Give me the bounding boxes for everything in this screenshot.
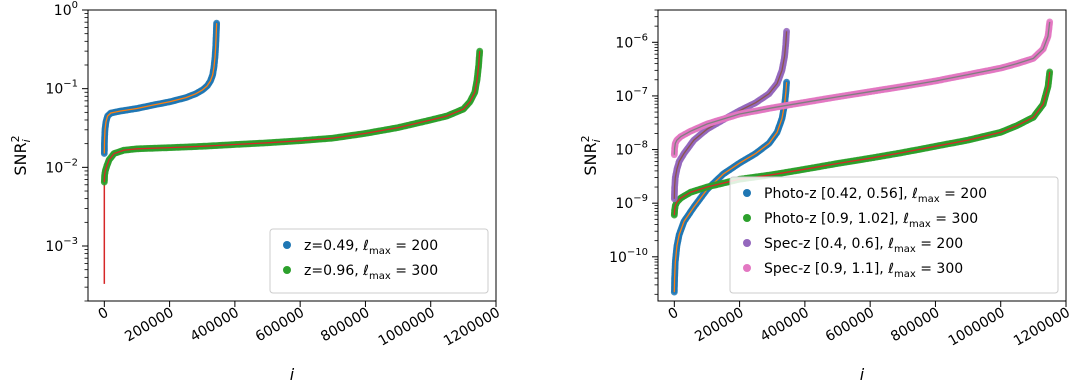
y-tick-label: 10−10	[609, 247, 648, 266]
y-tick-label: 10−2	[45, 157, 78, 176]
x-tick-label: 800000	[888, 305, 942, 346]
y-tick-label: 10−7	[615, 86, 648, 105]
legend-marker	[743, 214, 751, 222]
y-tick-label: 10−6	[615, 32, 648, 51]
x-tick-label: 1000000	[946, 305, 1008, 350]
legend-marker	[283, 266, 291, 274]
x-axis-label: i	[860, 365, 865, 383]
x-tick-label: 800000	[318, 305, 372, 346]
series-fit-line	[103, 23, 218, 154]
legend-entry: z=0.49, ℓmax = 200	[304, 238, 438, 257]
legend: z=0.49, ℓmax = 200 z=0.96, ℓmax = 300	[269, 228, 489, 294]
legend-entry: Spec-z [0.9, 1.1], ℓmax = 300	[764, 261, 963, 280]
series-3	[670, 18, 1054, 159]
legend-marker	[743, 239, 751, 247]
chart-right: 10−10 10−9 10−8 10−7 10−6 0 200000 400000 600000…	[579, 9, 1073, 384]
y-axis-label: SNR2i	[579, 135, 603, 175]
x-tick-label: 0	[666, 305, 682, 323]
x-tick-label: 200000	[692, 305, 746, 346]
plot-frame	[87, 9, 497, 302]
x-tick-label: 1000000	[376, 305, 438, 350]
chart-left: 10−3 10−2 10−1 100 0 200000 400000 600000 800000…	[9, 0, 503, 384]
legend-box	[729, 176, 1059, 294]
y-axis-label: SNR2i	[9, 135, 33, 175]
legend-marker	[743, 264, 751, 272]
x-tick-label: 1200000	[1011, 305, 1073, 350]
y-tick-label: 10−8	[615, 140, 648, 159]
legend-marker	[283, 241, 291, 249]
plot-frame	[657, 9, 1067, 302]
y-tick-label: 10−9	[615, 193, 648, 212]
legend-entry: Photo-z [0.42, 0.56], ℓmax = 200	[764, 186, 987, 205]
series-1	[100, 47, 484, 186]
x-tick-label: 400000	[188, 305, 242, 346]
x-tick-label: 1200000	[441, 305, 503, 350]
x-tick-label: 600000	[823, 305, 877, 346]
legend-entry: Spec-z [0.4, 0.6], ℓmax = 200	[764, 236, 963, 255]
y-tick-label: 100	[54, 0, 78, 19]
series-fit-line	[673, 82, 788, 293]
series-fit-line	[103, 51, 481, 183]
x-axis-label: i	[290, 365, 295, 383]
series-0	[670, 78, 790, 296]
series-fit-line	[673, 71, 1051, 216]
legend-entry: Photo-z [0.9, 1.02], ℓmax = 300	[764, 211, 978, 230]
y-tick-label: 10−3	[45, 236, 78, 255]
x-tick-label: 400000	[758, 305, 812, 346]
x-tick-label: 600000	[253, 305, 307, 346]
y-tick-label: 10−1	[45, 79, 78, 98]
series-0	[100, 19, 221, 157]
series-fit-line	[673, 21, 1051, 155]
legend: Photo-z [0.42, 0.56], ℓmax = 200 Photo-z …	[729, 176, 1059, 294]
legend-box	[269, 228, 489, 294]
legend-entry: z=0.96, ℓmax = 300	[304, 263, 438, 282]
legend-marker	[743, 189, 751, 197]
series-2	[670, 27, 790, 203]
x-tick-label: 0	[96, 305, 112, 323]
x-tick-label: 200000	[122, 305, 176, 346]
